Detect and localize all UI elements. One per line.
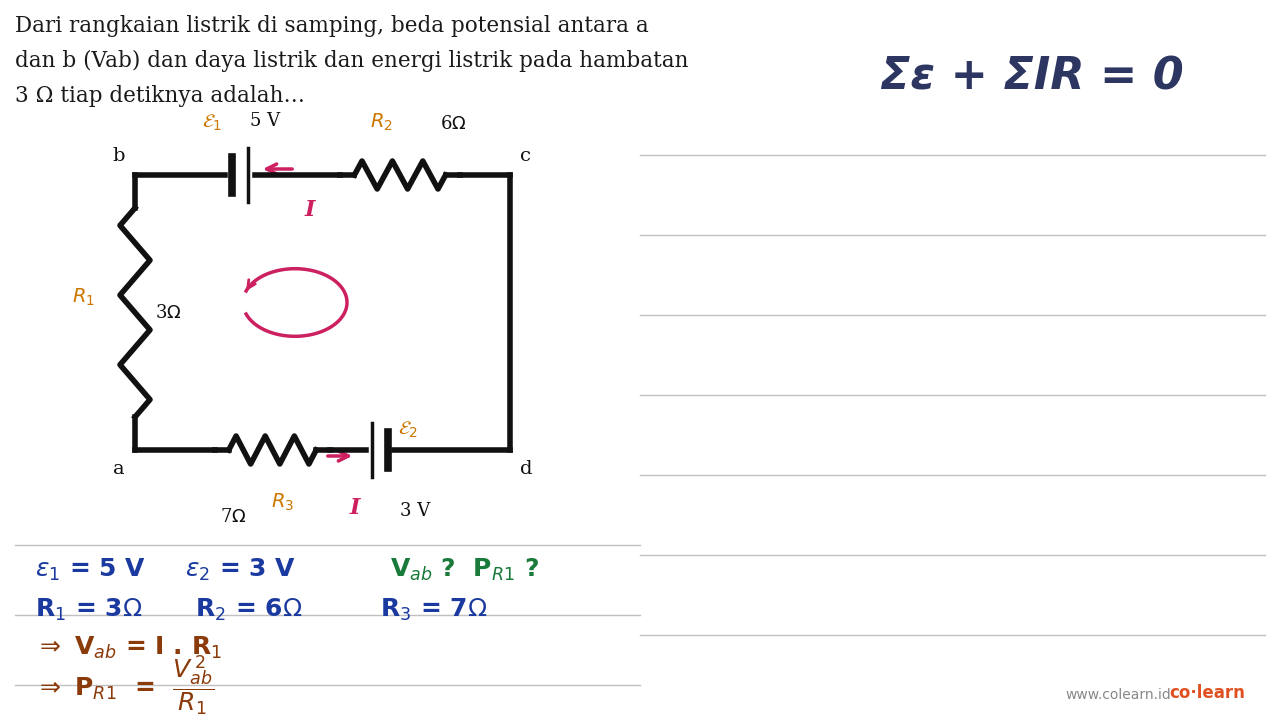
Text: V$_{ab}$ ?  P$_{R1}$ ?: V$_{ab}$ ? P$_{R1}$ ? xyxy=(390,557,539,583)
Text: $\mathcal{E}_2$: $\mathcal{E}_2$ xyxy=(398,420,419,440)
Text: 3 Ω tiap detiknya adalah…: 3 Ω tiap detiknya adalah… xyxy=(15,85,305,107)
Text: d: d xyxy=(520,460,532,478)
Text: $R_1$: $R_1$ xyxy=(72,287,95,308)
Text: c: c xyxy=(520,147,531,165)
Text: www.colearn.id: www.colearn.id xyxy=(1065,688,1171,702)
Text: R$_1$ = 3$\Omega$: R$_1$ = 3$\Omega$ xyxy=(35,597,142,623)
Text: 3$\Omega$: 3$\Omega$ xyxy=(155,304,182,322)
Text: $\Rightarrow$ V$_{ab}$ = I . R$_1$: $\Rightarrow$ V$_{ab}$ = I . R$_1$ xyxy=(35,635,221,661)
Text: a: a xyxy=(114,460,125,478)
Text: $R_2$: $R_2$ xyxy=(370,112,393,133)
Text: R$_2$ = 6$\Omega$: R$_2$ = 6$\Omega$ xyxy=(195,597,302,623)
Text: 3 V: 3 V xyxy=(399,502,430,520)
Text: $\varepsilon_2$ = 3 V: $\varepsilon_2$ = 3 V xyxy=(186,557,296,583)
Text: Dari rangkaian listrik di samping, beda potensial antara a: Dari rangkaian listrik di samping, beda … xyxy=(15,15,649,37)
Text: $\mathcal{E}_1$: $\mathcal{E}_1$ xyxy=(202,113,223,133)
Text: 7$\Omega$: 7$\Omega$ xyxy=(220,508,247,526)
Text: I: I xyxy=(349,497,360,519)
Text: Σε + ΣIR = 0: Σε + ΣIR = 0 xyxy=(881,55,1184,98)
Text: 5 V: 5 V xyxy=(250,112,280,130)
Text: dan b (Vab) dan daya listrik dan energi listrik pada hambatan: dan b (Vab) dan daya listrik dan energi … xyxy=(15,50,689,72)
Text: b: b xyxy=(113,147,125,165)
Text: 6$\Omega$: 6$\Omega$ xyxy=(440,115,466,133)
Text: $\varepsilon_1$ = 5 V: $\varepsilon_1$ = 5 V xyxy=(35,557,146,583)
Text: $\Rightarrow$ P$_{R1}$  =  $\dfrac{V_{ab}^{\,2}}{R_1}$: $\Rightarrow$ P$_{R1}$ = $\dfrac{V_{ab}^… xyxy=(35,654,214,718)
Text: $R_3$: $R_3$ xyxy=(271,492,294,513)
Text: I: I xyxy=(305,199,315,221)
Text: R$_3$ = 7$\Omega$: R$_3$ = 7$\Omega$ xyxy=(380,597,488,623)
Text: co·learn: co·learn xyxy=(1169,684,1245,702)
